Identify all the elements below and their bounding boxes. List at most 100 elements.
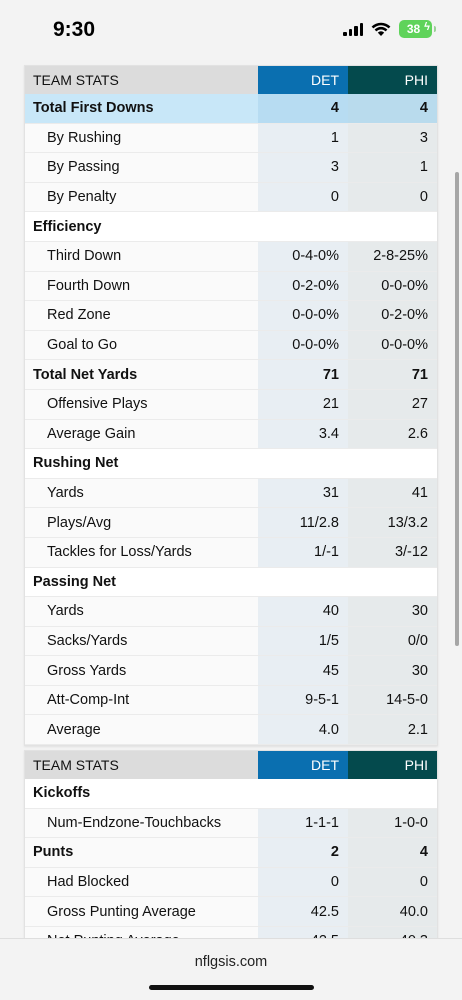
browser-bottom-bar: nflgsis.com xyxy=(0,938,462,1000)
phi-value xyxy=(348,449,437,478)
stat-label: Fourth Down xyxy=(25,271,258,301)
stat-label: By Rushing xyxy=(25,123,258,153)
stat-label: Att-Comp-Int xyxy=(25,685,258,715)
phi-value: 2.1 xyxy=(348,715,437,745)
stat-label: Offensive Plays xyxy=(25,389,258,419)
stat-label: Average Gain xyxy=(25,419,258,449)
stat-label: By Penalty xyxy=(25,182,258,212)
phi-value: 30 xyxy=(348,597,437,626)
table-row: Third Down 0-4-0% 2-8-25% xyxy=(25,241,437,272)
header-label: TEAM STATS xyxy=(25,751,258,779)
det-value: 71 xyxy=(258,360,348,389)
header-phi[interactable]: PHI xyxy=(348,751,437,779)
status-bar: 9:30 38 ϟ xyxy=(0,0,462,62)
stat-label: Third Down xyxy=(25,241,258,271)
det-value: 1/-1 xyxy=(258,537,348,567)
det-value: 0-4-0% xyxy=(258,241,348,271)
det-value: 1-1-1 xyxy=(258,808,348,838)
det-value: 0 xyxy=(258,867,348,897)
phi-value xyxy=(348,567,437,597)
phi-value: 3 xyxy=(348,123,437,153)
table-row: Total Net Yards 71 71 xyxy=(25,360,437,390)
url-bar[interactable]: nflgsis.com xyxy=(194,954,268,970)
table-row: Gross Punting Average 42.5 40.0 xyxy=(25,897,437,927)
table-row: By Rushing 1 3 xyxy=(25,123,437,154)
phi-value: 30 xyxy=(348,656,437,685)
det-value: 21 xyxy=(258,389,348,419)
det-value xyxy=(258,567,348,597)
stat-label: Average xyxy=(25,715,258,745)
table-row: Average Gain 3.4 2.6 xyxy=(25,419,437,450)
det-value: 4.0 xyxy=(258,715,348,745)
table-row: Tackles for Loss/Yards 1/-1 3/-12 xyxy=(25,537,437,568)
table-row: Sacks/Yards 1/5 0/0 xyxy=(25,626,437,657)
table-row: Yards 40 30 xyxy=(25,597,437,627)
phi-value: 0/0 xyxy=(348,626,437,656)
phi-value: 2-8-25% xyxy=(348,241,437,271)
phi-value: 13/3.2 xyxy=(348,508,437,537)
stat-label: Total First Downs xyxy=(25,94,258,123)
clock: 9:30 xyxy=(53,18,96,41)
table-row: Yards 31 41 xyxy=(25,478,437,509)
phi-value: 2.6 xyxy=(348,419,437,449)
stat-label: Plays/Avg xyxy=(25,508,258,537)
header-det[interactable]: DET xyxy=(258,66,348,94)
team-stats-table-2: TEAM STATS DET PHI Kickoffs Num-Endzone-T… xyxy=(24,750,438,958)
table-header: TEAM STATS DET PHI xyxy=(25,66,437,94)
det-value xyxy=(258,449,348,478)
det-value: 42.5 xyxy=(258,897,348,926)
stat-label: Had Blocked xyxy=(25,867,258,897)
stat-label: Sacks/Yards xyxy=(25,626,258,656)
battery-icon: 38 ϟ xyxy=(399,20,436,38)
stat-label: Kickoffs xyxy=(25,779,258,808)
phi-value xyxy=(348,779,437,808)
det-value: 0-0-0% xyxy=(258,301,348,330)
det-value xyxy=(258,779,348,808)
scrollbar[interactable] xyxy=(455,172,459,646)
phi-value xyxy=(348,212,437,241)
table-row: Average 4.0 2.1 xyxy=(25,715,437,746)
section-header-row: Efficiency xyxy=(25,212,437,242)
table-row: By Penalty 0 0 xyxy=(25,182,437,213)
stat-label: Total Net Yards xyxy=(25,360,258,389)
charging-bolt-icon: ϟ xyxy=(424,21,430,33)
phi-value: 1-0-0 xyxy=(348,808,437,838)
cellular-signal-icon xyxy=(343,22,363,36)
det-value: 0 xyxy=(258,182,348,212)
table-row: Goal to Go 0-0-0% 0-0-0% xyxy=(25,330,437,361)
table-row: Num-Endzone-Touchbacks 1-1-1 1-0-0 xyxy=(25,808,437,839)
phi-value: 40.0 xyxy=(348,897,437,926)
table-row: Att-Comp-Int 9-5-1 14-5-0 xyxy=(25,685,437,716)
det-value: 40 xyxy=(258,597,348,626)
phi-value: 4 xyxy=(348,838,437,867)
det-value: 1/5 xyxy=(258,626,348,656)
det-value: 0-0-0% xyxy=(258,330,348,360)
stat-label: Yards xyxy=(25,478,258,508)
det-value: 31 xyxy=(258,478,348,508)
stat-label: Gross Yards xyxy=(25,656,258,685)
det-value: 2 xyxy=(258,838,348,867)
stat-label: Gross Punting Average xyxy=(25,897,258,926)
det-value: 1 xyxy=(258,123,348,153)
det-value: 11/2.8 xyxy=(258,508,348,537)
battery-level: 38 xyxy=(406,22,421,36)
table-row: Had Blocked 0 0 xyxy=(25,867,437,898)
table-row: By Passing 3 1 xyxy=(25,153,437,183)
phi-value: 0 xyxy=(348,867,437,897)
det-value: 4 xyxy=(258,94,348,123)
table-row: Red Zone 0-0-0% 0-2-0% xyxy=(25,301,437,331)
stat-label: Red Zone xyxy=(25,301,258,330)
home-indicator[interactable] xyxy=(149,985,314,990)
stat-label: Yards xyxy=(25,597,258,626)
table-row: Offensive Plays 21 27 xyxy=(25,389,437,420)
header-det[interactable]: DET xyxy=(258,751,348,779)
header-phi[interactable]: PHI xyxy=(348,66,437,94)
det-value: 9-5-1 xyxy=(258,685,348,715)
phi-value: 0 xyxy=(348,182,437,212)
phi-value: 27 xyxy=(348,389,437,419)
table-row: Total First Downs 4 4 xyxy=(25,94,437,124)
phi-value: 4 xyxy=(348,94,437,123)
phi-value: 3/-12 xyxy=(348,537,437,567)
section-header-row: Passing Net xyxy=(25,567,437,598)
header-label: TEAM STATS xyxy=(25,66,258,94)
